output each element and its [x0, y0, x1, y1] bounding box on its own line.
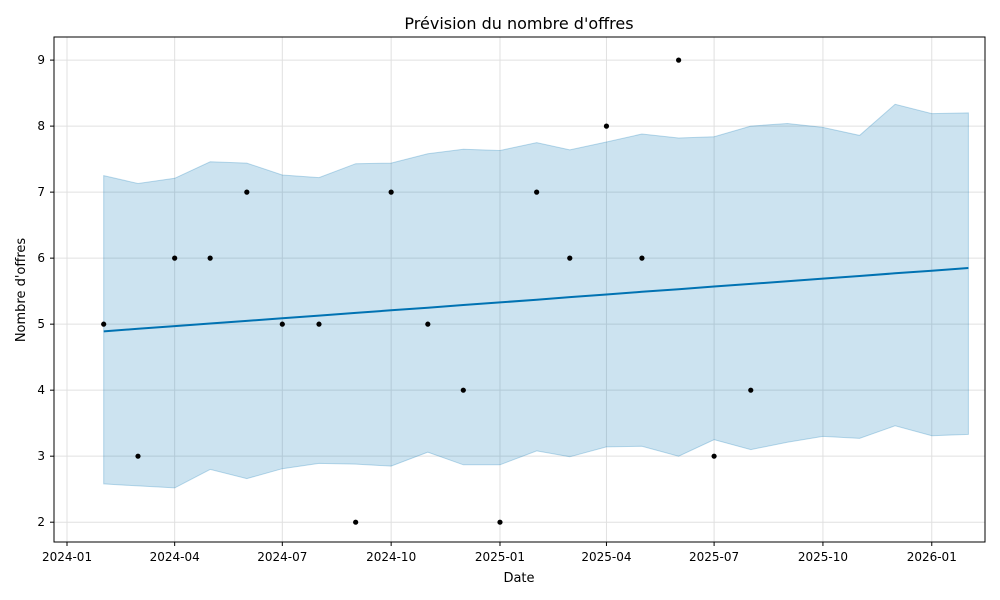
observed-point — [353, 519, 359, 525]
grid-lines — [54, 37, 985, 542]
observed-point — [676, 57, 682, 63]
observed-points-group — [101, 57, 754, 525]
observed-point — [497, 519, 503, 525]
x-axis-title: Date — [503, 571, 534, 586]
y-axis-title: Nombre d'offres — [14, 238, 29, 343]
observed-point — [316, 321, 322, 327]
observed-point — [567, 255, 573, 261]
observed-point — [603, 123, 610, 129]
uncertainty-band — [103, 103, 969, 489]
x-tick-label: 2024-04 — [150, 550, 200, 564]
observed-point — [425, 321, 431, 327]
observed-point — [207, 255, 213, 261]
observed-point — [534, 189, 540, 195]
observed-point — [748, 387, 754, 393]
uncertainty-band-group — [103, 103, 969, 489]
chart-title: Prévision du nombre d'offres — [404, 14, 633, 33]
observed-point — [101, 321, 107, 327]
observed-point — [711, 453, 717, 459]
x-tick-label: 2024-07 — [257, 550, 307, 564]
y-axis-ticks: 2 3 4 5 6 7 8 9 — [37, 53, 54, 529]
x-tick-label: 2025-07 — [689, 550, 739, 564]
x-axis-ticks: 2024-01 2024-04 2024-07 2024-10 2025-01 2025-… — [42, 542, 957, 564]
y-tick-label: 7 — [37, 185, 45, 199]
observed-point — [639, 255, 645, 261]
x-tick-label: 2024-10 — [366, 550, 416, 564]
observed-point — [172, 255, 178, 261]
observed-point — [279, 321, 285, 327]
observed-point — [135, 453, 141, 459]
x-tick-label: 2024-01 — [42, 550, 92, 564]
y-tick-label: 3 — [37, 449, 45, 463]
x-tick-label: 2026-01 — [907, 550, 957, 564]
y-tick-label: 6 — [37, 251, 45, 265]
observed-point — [460, 387, 466, 393]
y-tick-label: 5 — [37, 317, 45, 331]
observed-point — [388, 189, 394, 195]
y-tick-label: 8 — [37, 119, 45, 133]
y-tick-label: 4 — [37, 383, 45, 397]
x-tick-label: 2025-01 — [475, 550, 525, 564]
x-tick-label: 2025-10 — [798, 550, 848, 564]
forecast-line-group — [103, 267, 969, 333]
plot-frame — [53, 36, 986, 543]
y-tick-label: 2 — [37, 515, 45, 529]
observed-point — [244, 189, 250, 195]
y-tick-label: 9 — [37, 53, 45, 67]
forecast-line — [103, 267, 969, 333]
x-tick-label: 2025-04 — [581, 550, 631, 564]
